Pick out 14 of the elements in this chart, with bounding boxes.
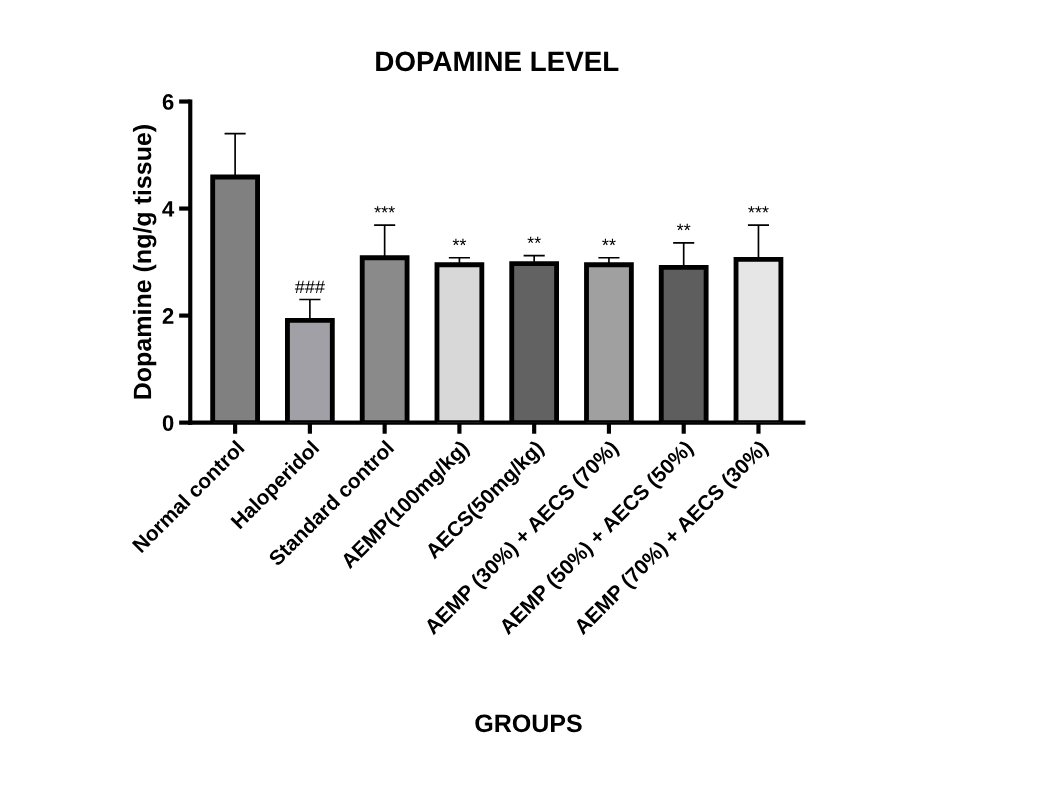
y-tick-label: 0 xyxy=(162,415,174,431)
annotation: *** xyxy=(374,206,395,213)
y-axis-title: Dopamine (ng/g tissue) xyxy=(132,125,157,399)
y-tick-label: 6 xyxy=(162,94,174,110)
annotation: ** xyxy=(527,236,541,244)
annotation: ** xyxy=(452,238,467,246)
annotation: ** xyxy=(602,238,616,246)
annotation: *** xyxy=(748,206,769,213)
annotation: ### xyxy=(294,280,325,294)
y-tick-label: 2 xyxy=(162,308,174,324)
x-axis-title: GROUPS xyxy=(475,714,582,733)
chart-title: DOPAMINE LEVEL xyxy=(376,51,619,72)
y-tick-label: 4 xyxy=(162,201,175,217)
annotation: ** xyxy=(676,223,691,231)
